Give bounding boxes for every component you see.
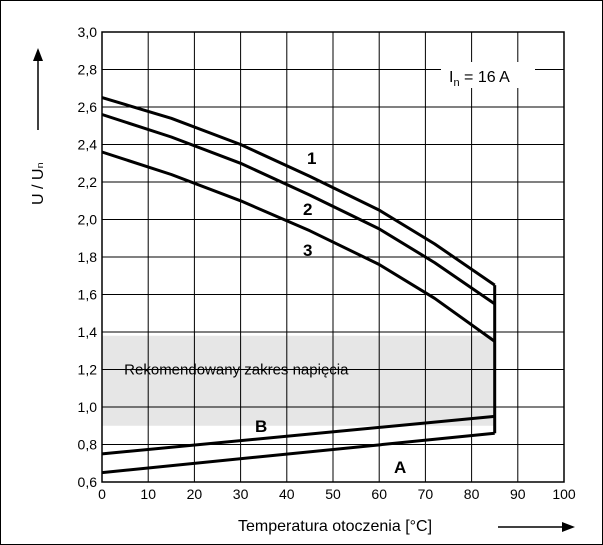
grid [102, 32, 564, 482]
y-tick-label: 0,8 [78, 437, 98, 453]
y-tick-label: 1,6 [78, 287, 98, 303]
x-tick-label: 100 [552, 486, 576, 502]
y-tick-label: 1,8 [78, 249, 98, 265]
y-tick-label: 2,4 [78, 137, 98, 153]
x-tick-labels: 0 10 20 30 40 50 60 70 80 90 100 [98, 486, 576, 502]
y-tick-label: 1,4 [78, 324, 98, 340]
x-tick-label: 10 [140, 486, 156, 502]
x-tick-label: 30 [233, 486, 249, 502]
x-tick-label: 50 [325, 486, 341, 502]
annotation-value: = 16 A [460, 69, 511, 86]
rated-current-annotation: In = 16 A [449, 69, 510, 89]
series-line-2 [101, 113, 496, 306]
annotation-subscript: n [453, 77, 459, 89]
y-tick-labels: 0,6 0,8 1,0 1,2 1,4 1,6 1,8 2,0 2,2 2,4 2,6 2,8 3,0 [78, 24, 98, 490]
y-tick-label: 2,8 [78, 62, 98, 78]
x-tick-label: 40 [279, 486, 295, 502]
curve-label-2: 2 [303, 200, 312, 219]
annotation-symbol: I [449, 69, 453, 86]
y-tick-label: 1,0 [78, 399, 98, 415]
series-line-3 [101, 150, 496, 343]
x-tick-label: 90 [510, 486, 526, 502]
x-axis-title: Temperatura otoczenia [°C] [238, 518, 432, 535]
recommended-voltage-band [102, 335, 495, 426]
x-tick-label: 20 [187, 486, 203, 502]
x-tick-label: 80 [464, 486, 480, 502]
curve-label-a: A [394, 458, 406, 477]
series-lines [101, 96, 497, 475]
series-line-b [101, 414, 495, 456]
curve-label-b: B [255, 417, 267, 436]
x-tick-label: 70 [418, 486, 434, 502]
y-axis-title: U / Uₙ [30, 162, 47, 205]
y-tick-label: 1,2 [78, 362, 98, 378]
y-tick-label: 2,0 [78, 212, 98, 228]
y-axis-arrow [33, 48, 43, 130]
x-tick-label: 60 [371, 486, 387, 502]
y-tick-label: 2,6 [78, 99, 98, 115]
y-tick-label: 3,0 [78, 24, 98, 40]
plot-border [101, 31, 565, 483]
annotation-background [441, 62, 535, 88]
series-line-a [101, 431, 495, 475]
recommended-range-label: Rekomendowany zakres napięcia [124, 362, 349, 379]
curve-label-3: 3 [303, 241, 312, 260]
series-line-1 [101, 96, 496, 287]
y-tick-label: 2,2 [78, 174, 98, 190]
curve-label-1: 1 [307, 149, 316, 168]
x-tick-label: 0 [98, 486, 106, 502]
y-tick-label: 0,6 [78, 474, 98, 490]
x-axis-arrow [498, 522, 575, 532]
